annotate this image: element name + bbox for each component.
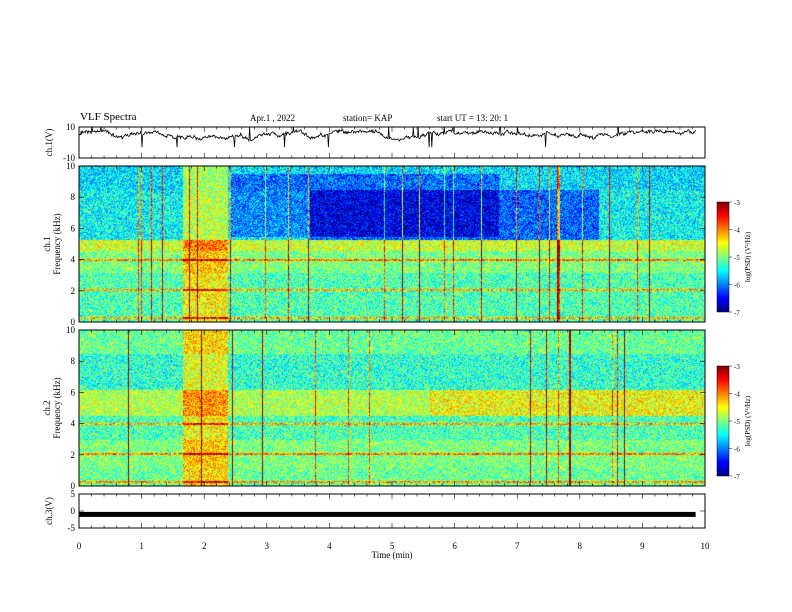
colorbar — [716, 201, 730, 313]
y-axis-label: ch.2 — [42, 400, 52, 415]
y-tick-label: 2 — [71, 450, 76, 460]
x-tick-label: 7 — [515, 541, 520, 551]
y-axis-label: ch.3(V) — [44, 497, 54, 525]
y-tick-label: 4 — [71, 255, 76, 265]
date-label: Apr.1 , 2022 — [250, 113, 295, 123]
colorbar-label: log(PSD) (V²/Hz) — [744, 395, 752, 446]
spectrogram-ch1 — [79, 166, 705, 322]
colorbar-tick-label: -5 — [734, 254, 740, 262]
colorbar — [716, 365, 730, 477]
x-tick-label: 10 — [701, 541, 711, 551]
colorbar-tick-label: -6 — [734, 446, 740, 454]
y-tick-label: 10 — [66, 325, 76, 335]
y-tick-label: 10 — [66, 161, 76, 171]
ch1-voltage-line — [78, 126, 696, 148]
y-tick-label: 6 — [71, 223, 76, 233]
colorbar-tick-label: -4 — [734, 227, 740, 235]
colorbar-tick-label: -7 — [734, 473, 740, 481]
y-tick-label: 5 — [71, 489, 76, 499]
ch3-voltage-line — [79, 511, 696, 517]
x-tick-label: 3 — [265, 541, 270, 551]
y-axis-label: ch.1(V) — [44, 129, 54, 157]
spectrogram-ch2 — [79, 330, 705, 486]
y-tick-label: 4 — [71, 419, 76, 429]
x-tick-label: 8 — [578, 541, 583, 551]
y-tick-label: 10 — [66, 122, 76, 132]
figure-title: VLF Spectra — [80, 111, 137, 123]
y-tick-label: 0 — [71, 506, 76, 516]
x-axis-label: Time (min) — [372, 550, 413, 560]
y-tick-label: 0 — [71, 317, 76, 327]
colorbar-label: log(PSD) (V²/Hz) — [744, 231, 752, 282]
colorbar-tick-label: -5 — [734, 418, 740, 426]
x-tick-label: 2 — [202, 541, 207, 551]
y-tick-label: 2 — [71, 286, 76, 296]
station-label: station= KAP — [343, 113, 393, 123]
y-axis-label: Frequency (kHz) — [52, 377, 62, 438]
y-axis-label: Frequency (kHz) — [52, 213, 62, 274]
colorbar-tick-label: -7 — [734, 309, 740, 317]
x-tick-label: 1 — [139, 541, 144, 551]
x-tick-label: 6 — [452, 541, 457, 551]
y-tick-label: 0 — [71, 481, 76, 491]
y-axis-label: ch.1 — [42, 236, 52, 251]
y-tick-label: 8 — [71, 192, 76, 202]
x-tick-label: 5 — [390, 541, 395, 551]
colorbar-tick-label: -3 — [734, 363, 740, 371]
colorbar-tick-label: -3 — [734, 199, 740, 207]
y-tick-label: 6 — [71, 387, 76, 397]
x-tick-label: 4 — [327, 541, 332, 551]
start-ut-label: start UT = 13: 20: 1 — [437, 113, 509, 123]
y-tick-label: 8 — [71, 356, 76, 366]
colorbar-tick-label: -4 — [734, 391, 740, 399]
panel-frame — [78, 493, 706, 529]
x-tick-label: 0 — [77, 541, 82, 551]
y-tick-label: -10 — [63, 153, 75, 163]
colorbar-tick-label: -6 — [734, 282, 740, 290]
x-tick-label: 9 — [640, 541, 645, 551]
y-tick-label: -5 — [68, 523, 76, 533]
